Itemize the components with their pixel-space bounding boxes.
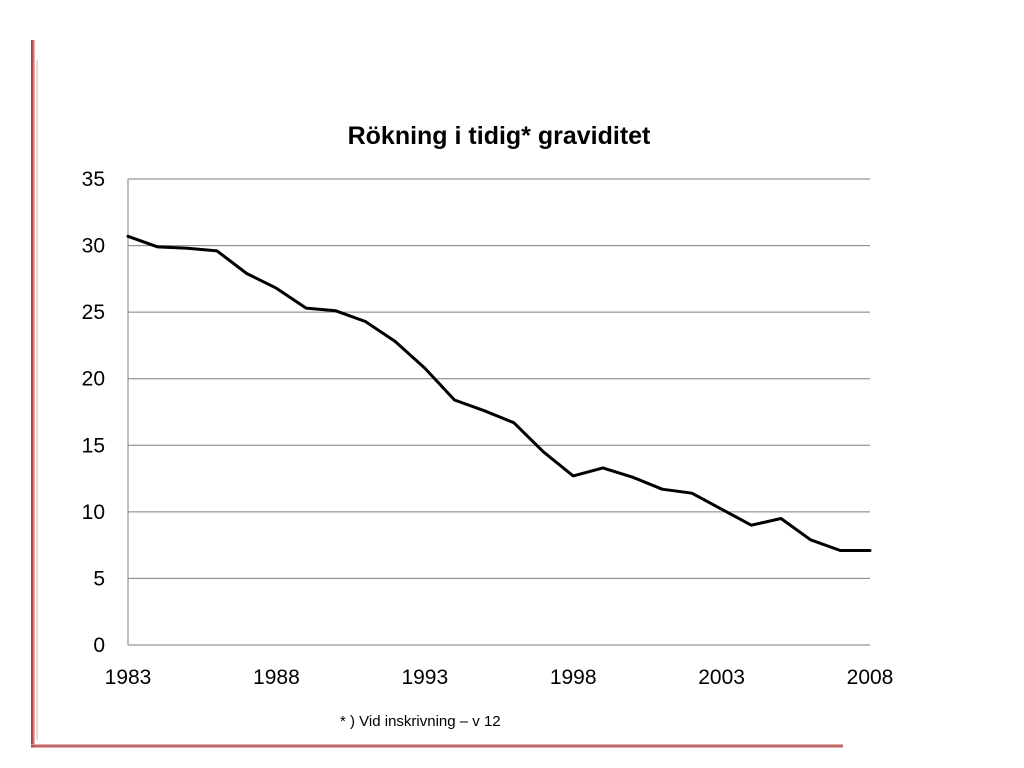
x-tick-label-1983: 1983 [105, 666, 152, 689]
grid-lines [128, 178, 870, 579]
y-tick-label-35: 35 [82, 168, 105, 191]
y-tick-label-10: 10 [82, 501, 105, 524]
series-line-0 [126, 234, 872, 552]
axes [127, 179, 870, 646]
y-tick-label-25: 25 [82, 301, 105, 324]
slide-frame-left-shadow [36, 60, 38, 740]
chart-title: Rökning i tidig* graviditet [347, 122, 651, 150]
x-tick-label-1993: 1993 [401, 666, 448, 689]
slide-frame-left-border [31, 40, 35, 748]
y-axis-tick-labels: 0 5 10 15 20 25 30 35 [82, 168, 105, 657]
series-group [126, 234, 872, 552]
x-tick-label-1988: 1988 [253, 666, 300, 689]
y-tick-label-30: 30 [82, 235, 105, 258]
x-tick-label-1998: 1998 [550, 666, 597, 689]
y-tick-label-0: 0 [93, 634, 105, 657]
y-tick-label-15: 15 [82, 434, 105, 457]
x-axis-tick-labels: 1983 1988 1993 1998 2003 2008 [105, 666, 894, 689]
y-tick-label-20: 20 [82, 368, 105, 391]
chart-footnote: * ) Vid inskrivning – v 12 [340, 713, 501, 730]
x-tick-label-2008: 2008 [847, 666, 894, 689]
y-tick-label-5: 5 [93, 567, 105, 590]
x-tick-label-2003: 2003 [698, 666, 745, 689]
slide-frame-bottom-border [31, 744, 843, 748]
